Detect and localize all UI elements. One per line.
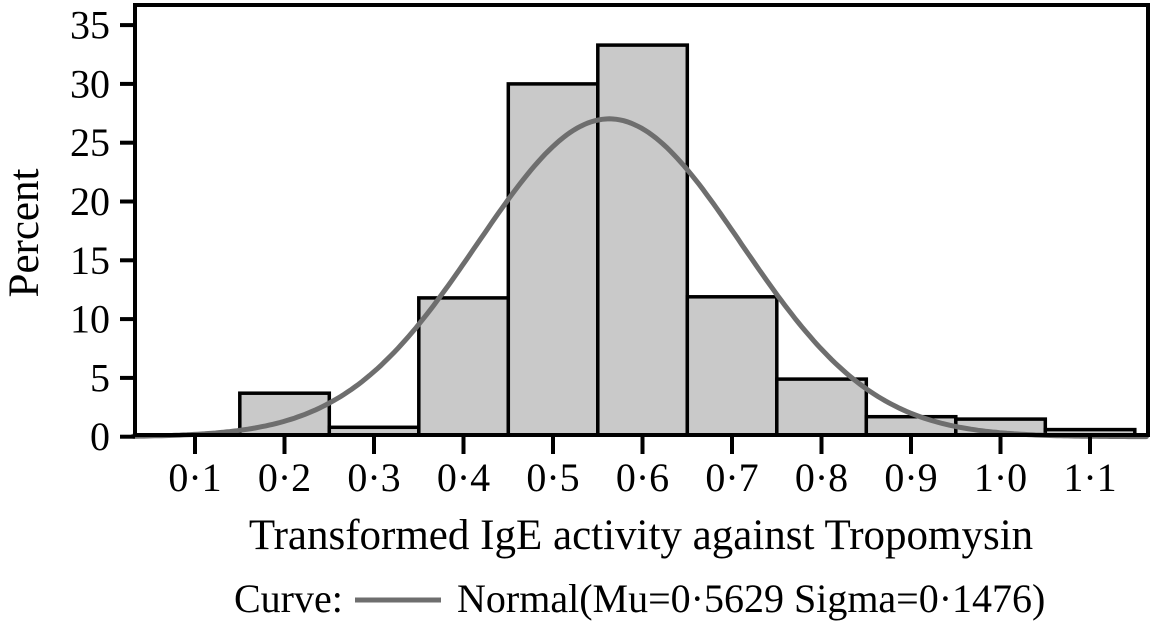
x-axis-tick-labels: 0·1 0·2 0·3 0·4 0·5 0·6 0·7 0·8 0·9 1·0 1·1	[168, 455, 1116, 500]
legend-curve-label: Normal(Mu=0·5629 Sigma=0·1476)	[457, 576, 1045, 621]
y-axis-tick-label: 10	[70, 297, 110, 342]
axis-ticks	[120, 23, 1092, 454]
x-axis-tick-label: 0·4	[437, 455, 490, 500]
x-axis-tick-label: 1·1	[1063, 455, 1116, 500]
x-axis-title: Transformed IgE activity against Tropomy…	[249, 512, 1033, 559]
x-axis-tick-label: 0·8	[795, 455, 848, 500]
y-axis-tick-label: 15	[70, 238, 110, 283]
y-axis-tick-labels: 0 5 10 15 20 25 30 35	[70, 3, 110, 460]
x-axis-tick-label: 0·7	[705, 455, 758, 500]
histogram-bar	[685, 295, 779, 437]
x-axis-tick-label: 0·1	[168, 455, 221, 500]
histogram-bar	[775, 377, 869, 437]
y-axis-tick-label: 30	[70, 61, 110, 106]
histogram-bar	[506, 82, 600, 437]
x-axis-tick-label: 0·5	[526, 455, 579, 500]
histogram-bar	[596, 43, 690, 437]
x-axis-tick-label: 0·9	[884, 455, 937, 500]
x-axis-tick-label: 1·0	[974, 455, 1027, 500]
y-axis-title: Percent	[1, 168, 48, 297]
x-axis-tick-label: 0·2	[258, 455, 311, 500]
histogram-bars	[238, 43, 1137, 437]
curve-legend: Curve: Normal(Mu=0·5629 Sigma=0·1476)	[234, 576, 1045, 621]
x-axis-tick-label: 0·6	[616, 455, 669, 500]
x-axis-tick-label: 0·3	[347, 455, 400, 500]
normal-curve-line	[130, 116, 1149, 440]
histogram-bar	[417, 296, 511, 437]
y-axis-tick-label: 25	[70, 120, 110, 165]
y-axis-tick-label: 0	[90, 414, 110, 459]
y-axis-tick-label: 20	[70, 179, 110, 224]
legend-prefix-label: Curve:	[234, 576, 343, 621]
y-axis-tick-label: 35	[70, 3, 110, 48]
y-axis-tick-label: 5	[90, 355, 110, 400]
